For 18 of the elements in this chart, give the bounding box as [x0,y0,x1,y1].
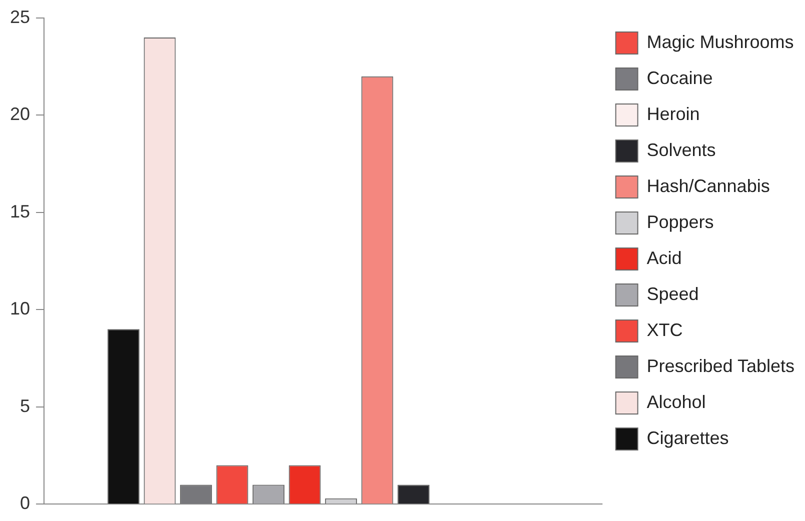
legend-label: Speed [646,284,699,304]
y-tick-label: 0 [20,493,30,514]
y-tick-label: 10 [10,298,30,319]
legend-label: Poppers [646,212,714,232]
legend-label: Cocaine [646,68,713,88]
legend-label: Acid [646,248,682,268]
legend-label: Solvents [646,140,716,160]
y-tick-label: 20 [10,104,30,124]
legend-label: Hash/Cannabis [646,176,770,196]
legend-label: Cigarettes [646,428,729,448]
legend-label: Heroin [646,104,700,124]
y-tick-label: 15 [10,201,30,222]
legend-label: Prescribed Tablets [646,356,794,376]
y-tick-label: 5 [20,396,30,416]
legend-label: Magic Mushrooms [646,32,794,52]
legend-label: XTC [646,320,683,340]
y-tick-label: 25 [10,6,30,27]
legend-label: Alcohol [646,392,706,412]
